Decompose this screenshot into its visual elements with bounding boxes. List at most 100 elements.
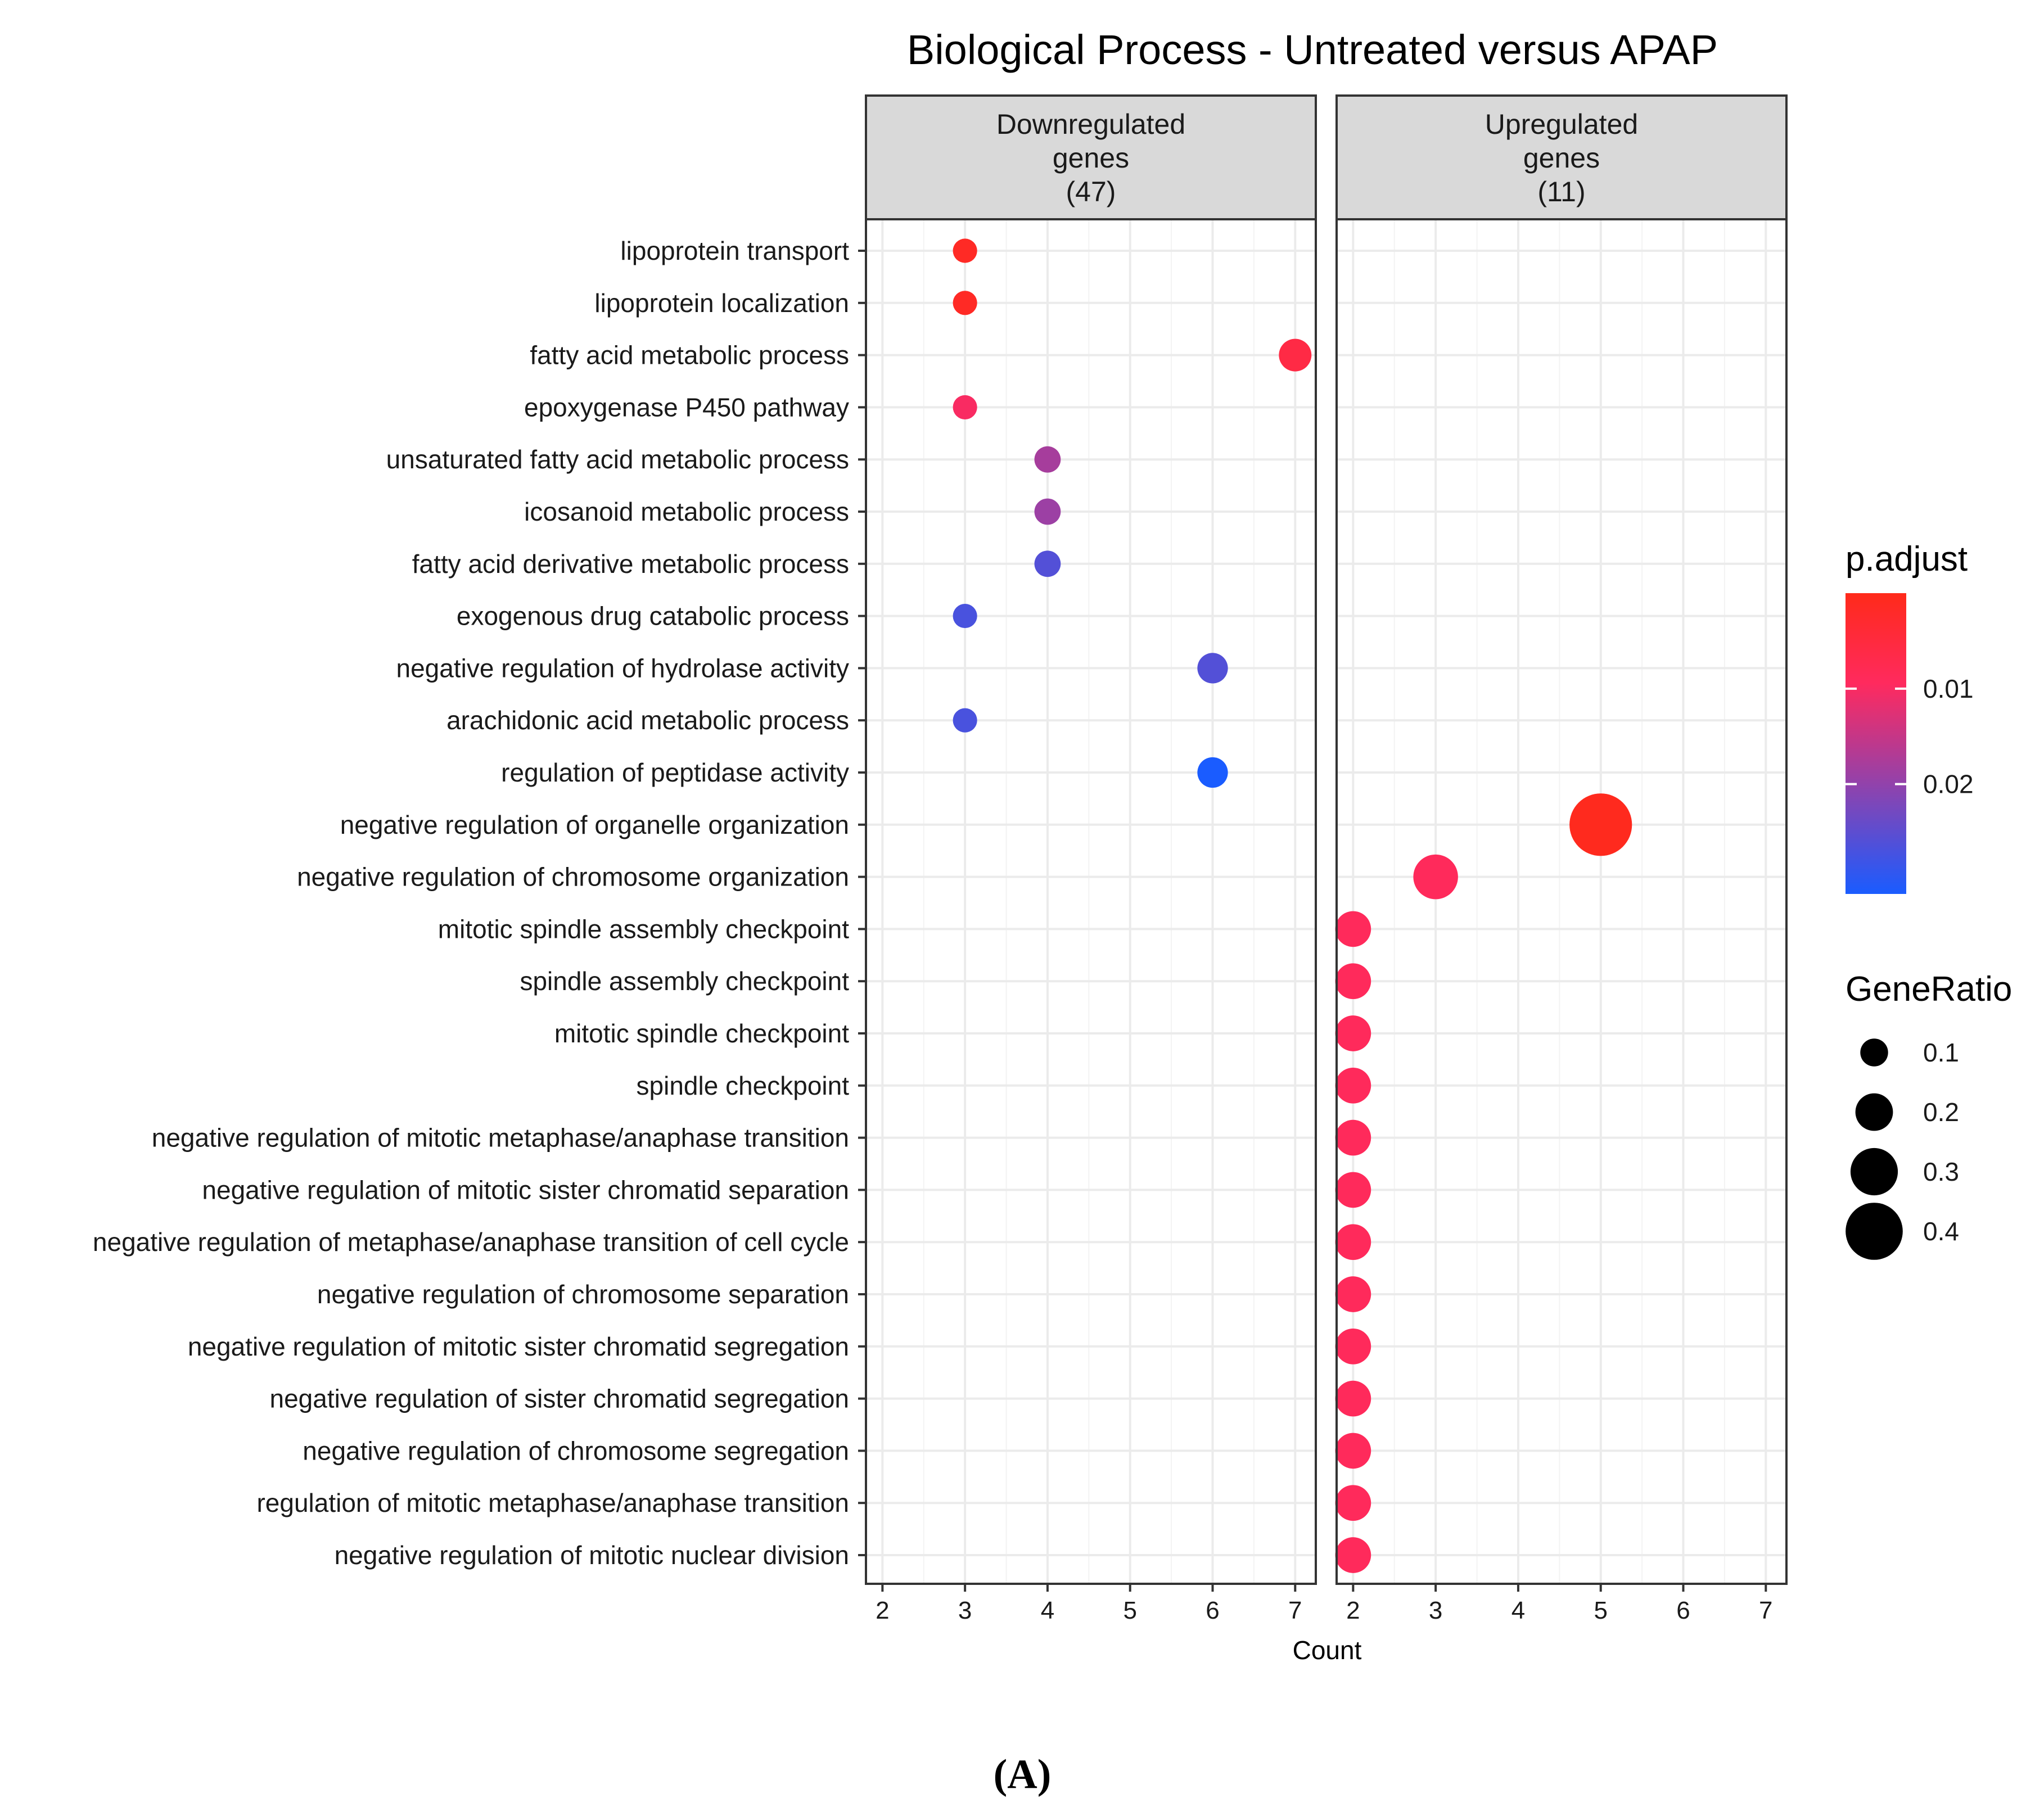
colorbar-tick-label: 0.01 bbox=[1923, 674, 1974, 703]
data-point bbox=[1335, 1276, 1371, 1312]
gene-ratio-legend-key bbox=[1860, 1038, 1888, 1067]
data-point bbox=[1034, 498, 1061, 525]
y-tick-label: epoxygenase P450 pathway bbox=[524, 392, 849, 422]
y-tick-label: negative regulation of mitotic sister ch… bbox=[188, 1332, 849, 1361]
facet-strip-label: Downregulated bbox=[996, 109, 1185, 140]
y-tick-label: arachidonic acid metabolic process bbox=[446, 706, 849, 735]
y-tick-label: mitotic spindle assembly checkpoint bbox=[438, 914, 849, 943]
panel-border bbox=[1335, 218, 1788, 1585]
y-tick-label: icosanoid metabolic process bbox=[524, 497, 849, 526]
y-tick-label: regulation of mitotic metaphase/anaphase… bbox=[256, 1488, 849, 1517]
y-tick-label: spindle checkpoint bbox=[637, 1071, 850, 1100]
y-tick-label: fatty acid derivative metabolic process bbox=[412, 549, 849, 579]
panel-background bbox=[1337, 219, 1786, 1584]
gene-ratio-legend-label: 0.2 bbox=[1923, 1097, 1959, 1127]
facet-strip-label: genes bbox=[1053, 142, 1129, 174]
x-tick-label: 7 bbox=[1288, 1597, 1302, 1624]
data-point bbox=[953, 291, 977, 315]
p-adjust-legend: p.adjust 0.01 0.02 bbox=[1846, 540, 1974, 894]
x-axis: 2 3 4 5 6 7 2 3 4 5 6 7 bbox=[876, 1584, 1773, 1624]
x-tick-label: 6 bbox=[1676, 1597, 1690, 1624]
panel-background bbox=[866, 219, 1316, 1584]
data-point bbox=[1413, 854, 1458, 900]
data-point bbox=[1335, 1119, 1371, 1156]
data-point bbox=[1335, 1537, 1371, 1573]
x-tick-label: 6 bbox=[1206, 1597, 1219, 1624]
y-tick-label: negative regulation of mitotic sister ch… bbox=[202, 1175, 849, 1204]
y-axis: lipoprotein transport lipoprotein localiz… bbox=[93, 236, 866, 1570]
y-tick-label: negative regulation of sister chromatid … bbox=[270, 1384, 850, 1413]
x-tick-label: 2 bbox=[876, 1597, 889, 1624]
x-tick-label: 4 bbox=[1511, 1597, 1525, 1624]
y-tick-label: spindle assembly checkpoint bbox=[520, 966, 849, 996]
data-point bbox=[1279, 338, 1312, 372]
x-tick-label: 7 bbox=[1759, 1597, 1772, 1624]
gene-ratio-legend-key bbox=[1846, 1203, 1903, 1260]
data-point bbox=[1335, 1433, 1371, 1469]
y-tick-label: negative regulation of chromosome organi… bbox=[297, 862, 849, 892]
x-tick-label: 2 bbox=[1346, 1597, 1360, 1624]
data-point bbox=[1034, 446, 1061, 473]
data-point bbox=[1335, 1015, 1371, 1051]
y-tick-label: mitotic spindle checkpoint bbox=[554, 1019, 849, 1048]
data-point bbox=[1335, 1067, 1371, 1104]
data-point bbox=[1335, 911, 1371, 947]
facet-panels: Downregulatedgenes(47)Upregulatedgenes(1… bbox=[865, 94, 1788, 1585]
data-point bbox=[1569, 793, 1632, 856]
data-point bbox=[1197, 653, 1228, 684]
data-point bbox=[1335, 1485, 1371, 1521]
figure-caption: (A) bbox=[994, 1751, 1052, 1797]
gene-ratio-legend-label: 0.1 bbox=[1923, 1038, 1959, 1067]
data-point bbox=[953, 604, 977, 629]
gene-ratio-legend-label: 0.3 bbox=[1923, 1157, 1959, 1186]
y-tick-label: regulation of peptidase activity bbox=[501, 758, 849, 787]
facet-strip-1 bbox=[865, 94, 1317, 220]
data-point bbox=[953, 395, 977, 419]
data-point bbox=[1335, 1328, 1371, 1365]
p-adjust-colorbar bbox=[1846, 593, 1906, 894]
data-point bbox=[953, 708, 977, 733]
x-tick-label: 3 bbox=[1429, 1597, 1442, 1624]
data-point bbox=[1034, 550, 1061, 577]
facet-strip-label: Upregulated bbox=[1485, 109, 1638, 140]
colorbar-tick-label: 0.02 bbox=[1923, 770, 1974, 799]
data-point bbox=[1335, 1224, 1371, 1261]
gene-ratio-legend-label: 0.4 bbox=[1923, 1217, 1959, 1246]
chart-title: Biological Process - Untreated versus AP… bbox=[907, 26, 1718, 73]
y-tick-label: negative regulation of chromosome separa… bbox=[317, 1280, 849, 1309]
y-tick-label: lipoprotein transport bbox=[620, 236, 849, 265]
data-point bbox=[1335, 1380, 1371, 1417]
y-tick-label: unsaturated fatty acid metabolic process bbox=[386, 445, 849, 474]
data-point bbox=[1335, 1172, 1371, 1208]
x-tick-label: 3 bbox=[958, 1597, 972, 1624]
y-tick-label: negative regulation of metaphase/anaphas… bbox=[93, 1227, 849, 1257]
facet-strip-label: genes bbox=[1523, 142, 1600, 174]
gene-ratio-legend: GeneRatio 0.1 0.2 0.3 0.4 bbox=[1846, 970, 2012, 1260]
y-tick-label: negative regulation of organelle organiz… bbox=[340, 810, 849, 839]
data-point bbox=[953, 238, 977, 263]
y-tick-label: exogenous drug catabolic process bbox=[457, 602, 849, 631]
p-adjust-legend-title: p.adjust bbox=[1846, 540, 1968, 579]
y-tick-label: negative regulation of mitotic metaphase… bbox=[152, 1123, 849, 1153]
x-axis-label: Count bbox=[1293, 1636, 1362, 1665]
gene-ratio-legend-key bbox=[1855, 1093, 1893, 1131]
y-tick-label: fatty acid metabolic process bbox=[530, 341, 849, 370]
x-tick-label: 5 bbox=[1594, 1597, 1607, 1624]
x-tick-label: 4 bbox=[1041, 1597, 1054, 1624]
y-tick-label: negative regulation of hydrolase activit… bbox=[396, 653, 849, 683]
x-tick-label: 5 bbox=[1123, 1597, 1136, 1624]
facet-strip-label: (47) bbox=[1066, 176, 1116, 207]
data-point bbox=[1335, 963, 1371, 1000]
gene-ratio-legend-key bbox=[1850, 1148, 1898, 1196]
y-tick-label: negative regulation of chromosome segreg… bbox=[303, 1436, 849, 1465]
facet-strip-2 bbox=[1335, 94, 1788, 220]
y-tick-label: lipoprotein localization bbox=[594, 288, 849, 318]
y-tick-label: negative regulation of mitotic nuclear d… bbox=[335, 1541, 849, 1570]
facet-strip-label: (11) bbox=[1537, 176, 1585, 207]
data-point bbox=[1197, 757, 1228, 788]
panel-border bbox=[865, 218, 1317, 1585]
gene-ratio-legend-title: GeneRatio bbox=[1846, 970, 2012, 1009]
